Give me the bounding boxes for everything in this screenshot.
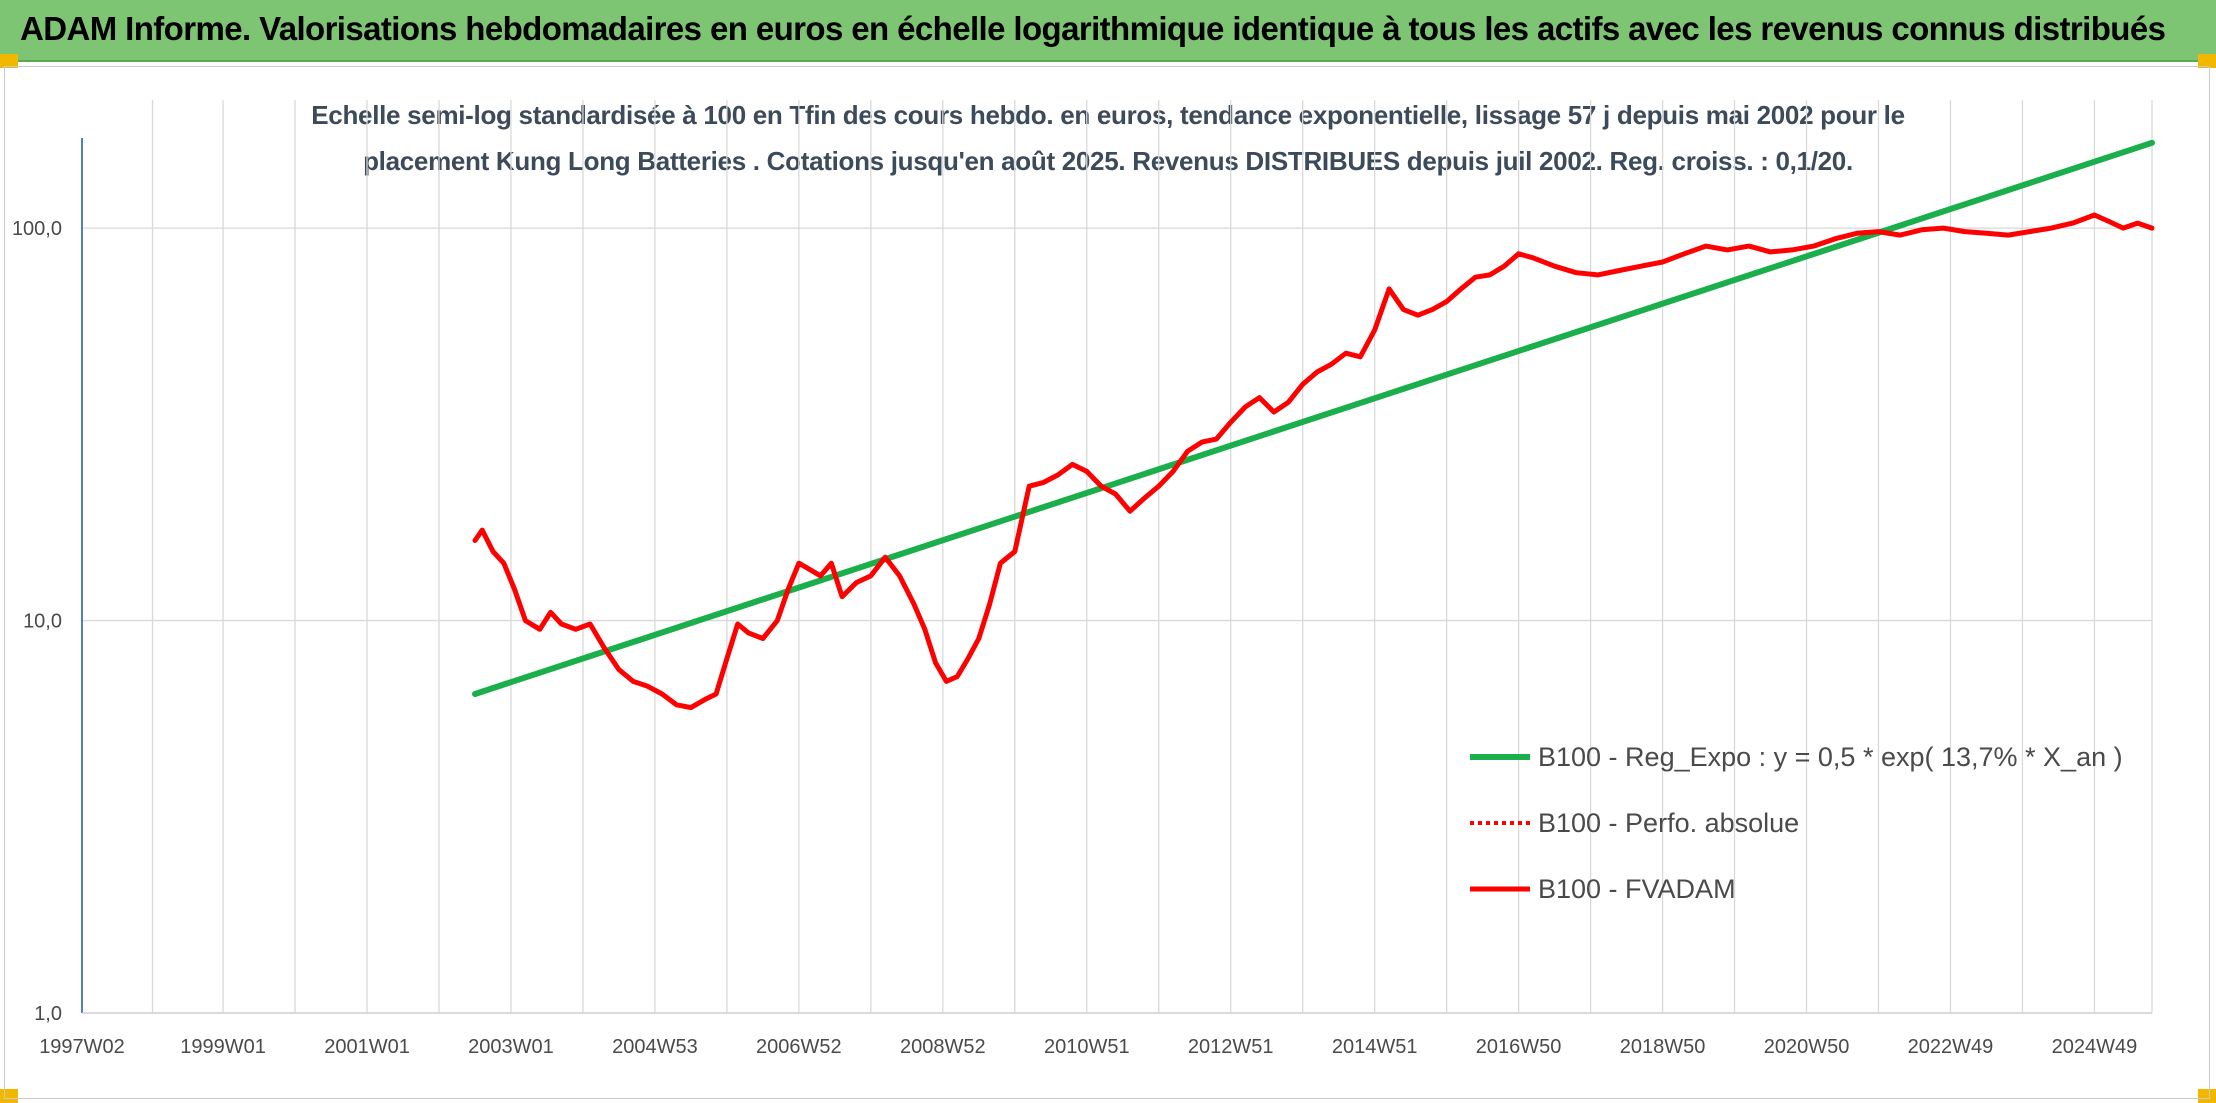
series-layer bbox=[472, 139, 2155, 711]
x-tick-label: 2003W01 bbox=[468, 1036, 554, 1058]
axes: 1,0 10,0 100,0 1997W02 1999W01 2001W01 2003W01… bbox=[12, 138, 2152, 1058]
x-tick-label: 2010W51 bbox=[1044, 1036, 1130, 1058]
x-tick-label: 1997W02 bbox=[39, 1036, 125, 1058]
series-line-0 bbox=[472, 139, 2155, 697]
chart-title: Echelle semi-log standardisée à 100 en T… bbox=[0, 92, 2216, 184]
x-tick-label: 2022W49 bbox=[1908, 1036, 1994, 1058]
corner-marker-top-right bbox=[2198, 54, 2216, 68]
legend: B100 - Reg_Expo : y = 0,5 * exp( 13,7% *… bbox=[1470, 742, 2123, 904]
grid-lines bbox=[82, 100, 2153, 1014]
x-tick-label: 2004W53 bbox=[612, 1036, 698, 1058]
chart-title-line-2: placement Kung Long Batteries . Cotation… bbox=[363, 146, 1853, 176]
x-tick-label: 2001W01 bbox=[324, 1036, 410, 1058]
legend-label-2: B100 - FVADAM bbox=[1538, 874, 1736, 904]
legend-label-0: B100 - Reg_Expo : y = 0,5 * exp( 13,7% *… bbox=[1538, 742, 2123, 772]
y-tick-label: 100,0 bbox=[12, 218, 62, 240]
chart-title-line-1: Echelle semi-log standardisée à 100 en T… bbox=[311, 100, 1905, 130]
x-tick-label: 2014W51 bbox=[1332, 1036, 1418, 1058]
x-tick-label: 2016W50 bbox=[1476, 1036, 1562, 1058]
y-tick-label: 1,0 bbox=[34, 1003, 62, 1025]
corner-marker-bottom-right bbox=[2198, 1089, 2216, 1103]
corner-marker-top-left bbox=[0, 54, 18, 68]
chart-frame bbox=[4, 66, 2210, 1099]
x-tick-label: 2006W52 bbox=[756, 1036, 842, 1058]
x-tick-label: 2008W52 bbox=[900, 1036, 986, 1058]
series-line-2 bbox=[472, 212, 2155, 711]
y-tick-label: 10,0 bbox=[23, 611, 62, 633]
x-tick-label: 2020W50 bbox=[1764, 1036, 1850, 1058]
x-tick-label: 2012W51 bbox=[1188, 1036, 1274, 1058]
x-tick-label: 1999W01 bbox=[180, 1036, 266, 1058]
x-tick-label: 2024W49 bbox=[2052, 1036, 2138, 1058]
x-tick-label: 2018W50 bbox=[1620, 1036, 1706, 1058]
page-title: ADAM Informe. Valorisations hebdomadaire… bbox=[20, 10, 2166, 47]
header-bar: ADAM Informe. Valorisations hebdomadaire… bbox=[0, 0, 2216, 62]
legend-label-1: B100 - Perfo. absolue bbox=[1538, 808, 1799, 838]
